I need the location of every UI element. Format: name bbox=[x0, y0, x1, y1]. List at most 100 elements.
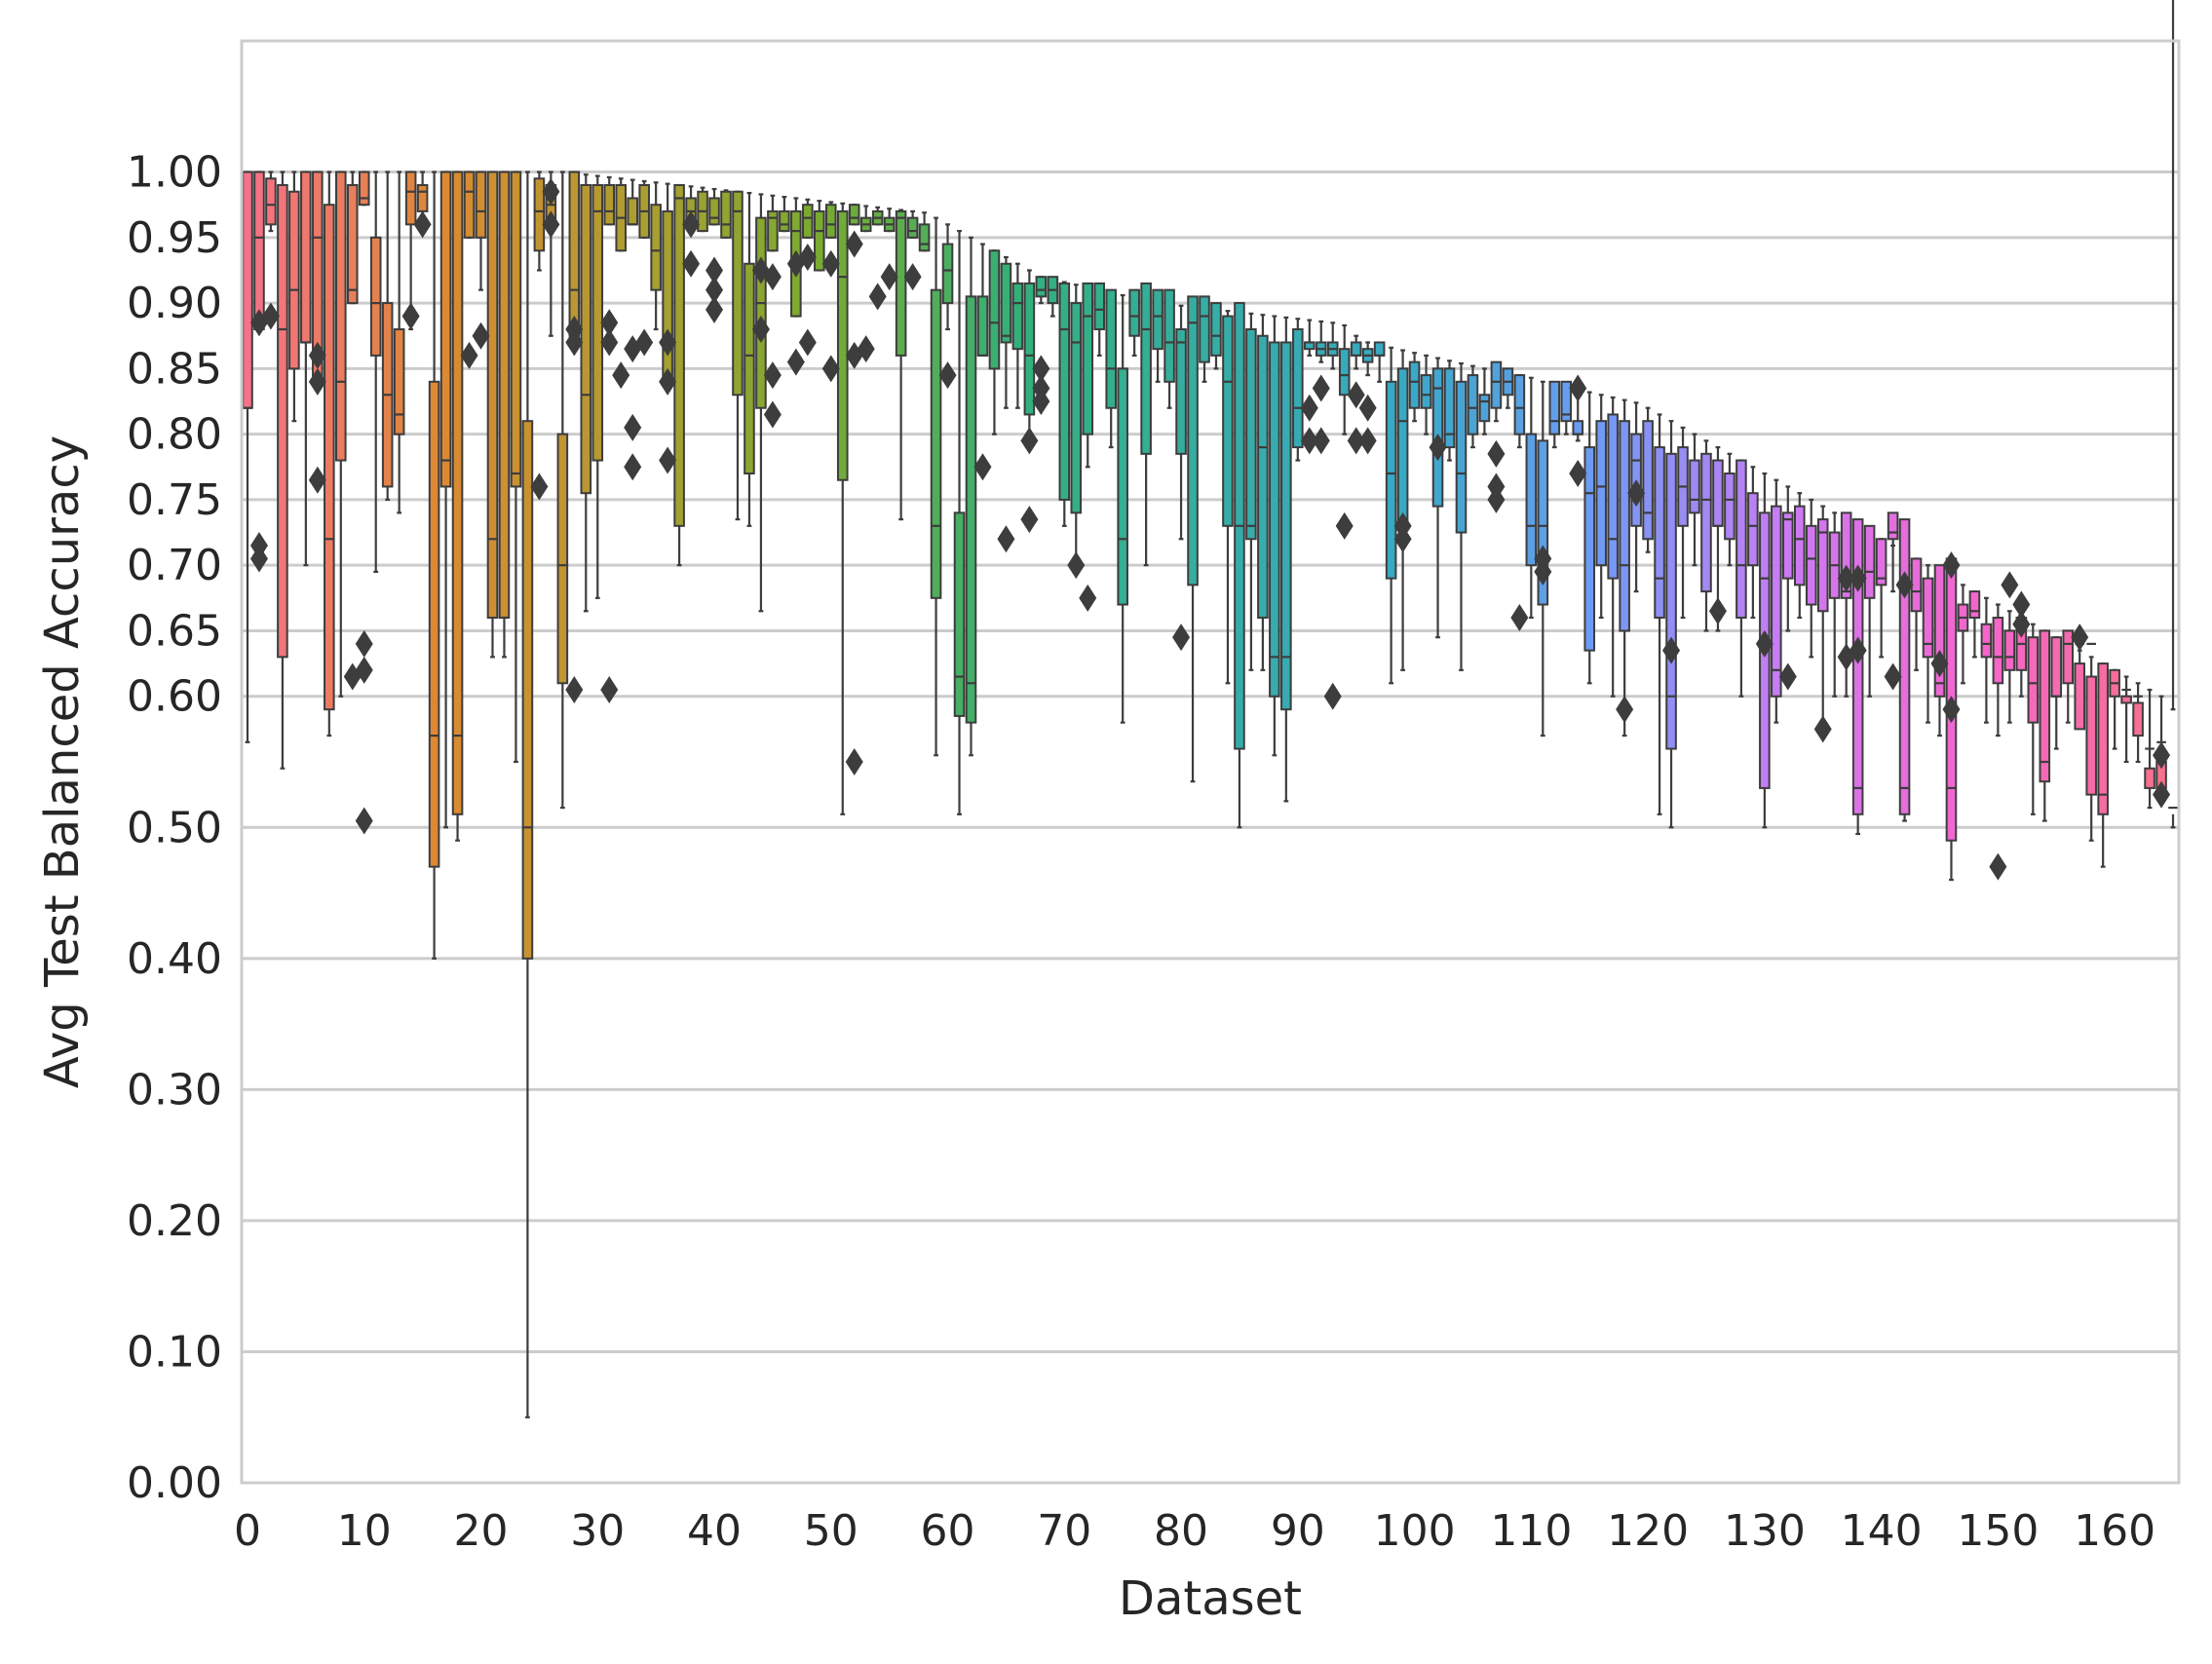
iqr-box bbox=[1269, 341, 1280, 698]
box-50 bbox=[824, 201, 837, 239]
iqr-box bbox=[1023, 282, 1036, 416]
iqr-box bbox=[1210, 302, 1222, 357]
outlier-point bbox=[542, 177, 560, 206]
iqr-box bbox=[1490, 360, 1503, 409]
outlier-point bbox=[308, 466, 326, 494]
iqr-box bbox=[1700, 452, 1712, 593]
box-86 bbox=[1245, 312, 1257, 671]
iqr-box bbox=[253, 170, 265, 330]
iqr-box bbox=[814, 209, 825, 272]
y-tick-labels: 0.00 0.10 0.20 0.30 0.40 0.50 0.60 0.65 0.70 0.75… bbox=[127, 148, 222, 1508]
iqr-box bbox=[1222, 315, 1234, 527]
box-42 bbox=[732, 190, 744, 521]
box-58 bbox=[918, 211, 931, 252]
y-axis-title: Avg Test Balanced Accuracy bbox=[35, 435, 90, 1088]
iqr-box bbox=[486, 170, 499, 620]
box-19 bbox=[463, 170, 476, 239]
box-107 bbox=[1490, 360, 1503, 423]
outlier-point bbox=[1942, 696, 1961, 724]
iqr-box bbox=[941, 243, 954, 305]
box-43 bbox=[744, 191, 755, 527]
iqr-box bbox=[1187, 295, 1199, 586]
outlier-point bbox=[798, 328, 817, 357]
iqr-box bbox=[1035, 276, 1048, 298]
iqr-box bbox=[1070, 302, 1083, 514]
box-106 bbox=[1478, 367, 1491, 435]
iqr-box bbox=[988, 249, 1001, 370]
box-81 bbox=[1187, 295, 1199, 783]
box-144 bbox=[1922, 564, 1934, 724]
iqr-box bbox=[976, 295, 989, 357]
iqr-box bbox=[2144, 767, 2155, 789]
box-64 bbox=[988, 249, 1001, 435]
iqr-box bbox=[556, 433, 569, 685]
outlier-point bbox=[308, 341, 326, 369]
x-tick-label: 90 bbox=[1271, 1506, 1325, 1556]
iqr-box bbox=[277, 184, 288, 659]
iqr-box bbox=[930, 288, 942, 599]
outlier-point bbox=[355, 807, 373, 835]
box-40 bbox=[708, 187, 720, 226]
iqr-box bbox=[1000, 262, 1012, 344]
box-136 bbox=[1828, 511, 1841, 698]
outlier-point bbox=[1510, 604, 1529, 631]
box-84 bbox=[1222, 310, 1234, 685]
box-124 bbox=[1689, 433, 1700, 567]
box-115 bbox=[1583, 391, 1596, 685]
box-11 bbox=[369, 170, 382, 574]
iqr-box bbox=[1642, 420, 1654, 541]
box-54 bbox=[871, 206, 884, 226]
outlier-point bbox=[1032, 388, 1050, 415]
iqr-box bbox=[1583, 446, 1596, 652]
box-55 bbox=[883, 208, 896, 233]
iqr-box bbox=[1887, 511, 1899, 541]
outlier-point bbox=[612, 361, 630, 390]
box-94 bbox=[1338, 323, 1351, 435]
x-tick-label: 160 bbox=[2074, 1506, 2155, 1556]
iqr-box bbox=[416, 184, 429, 212]
iqr-box bbox=[580, 184, 592, 495]
box-34 bbox=[638, 179, 650, 239]
outlier-point bbox=[1534, 557, 1552, 586]
box-149 bbox=[1980, 596, 1993, 724]
outlier-point bbox=[1884, 662, 1902, 691]
iqr-box bbox=[2097, 662, 2109, 815]
iqr-box bbox=[732, 190, 744, 397]
iqr-box bbox=[673, 184, 685, 527]
iqr-box bbox=[1816, 518, 1829, 613]
box-10 bbox=[358, 170, 370, 207]
iqr-box bbox=[1840, 511, 1852, 599]
x-tick-label: 0 bbox=[234, 1506, 261, 1556]
outlier-point bbox=[1429, 434, 1447, 462]
iqr-box bbox=[1805, 524, 1817, 606]
iqr-box bbox=[1712, 459, 1724, 527]
iqr-box bbox=[1654, 446, 1665, 619]
box-4 bbox=[288, 170, 300, 423]
iqr-box bbox=[1420, 374, 1432, 409]
box-16 bbox=[428, 170, 440, 960]
iqr-box bbox=[1199, 295, 1210, 363]
y-tick-label: 0.90 bbox=[127, 279, 222, 328]
box-13 bbox=[393, 170, 405, 514]
iqr-box bbox=[1513, 374, 1526, 435]
iqr-box bbox=[627, 197, 638, 226]
x-tick-label: 60 bbox=[921, 1506, 975, 1556]
outlier-point bbox=[1312, 427, 1330, 455]
box-33 bbox=[627, 178, 638, 226]
iqr-box bbox=[1525, 433, 1538, 567]
iqr-box bbox=[1665, 452, 1677, 750]
outlier-point bbox=[1487, 485, 1506, 513]
box-161 bbox=[2120, 675, 2132, 764]
iqr-box bbox=[779, 209, 790, 233]
iqr-box bbox=[1724, 473, 1735, 541]
box-12 bbox=[381, 170, 394, 502]
iqr-box bbox=[1735, 459, 1747, 619]
outlier-point bbox=[2153, 780, 2171, 809]
iqr-box bbox=[335, 170, 347, 462]
box-62 bbox=[965, 236, 977, 757]
iqr-box bbox=[1875, 538, 1888, 586]
box-97 bbox=[1373, 341, 1386, 383]
x-tick-label: 10 bbox=[337, 1506, 392, 1556]
